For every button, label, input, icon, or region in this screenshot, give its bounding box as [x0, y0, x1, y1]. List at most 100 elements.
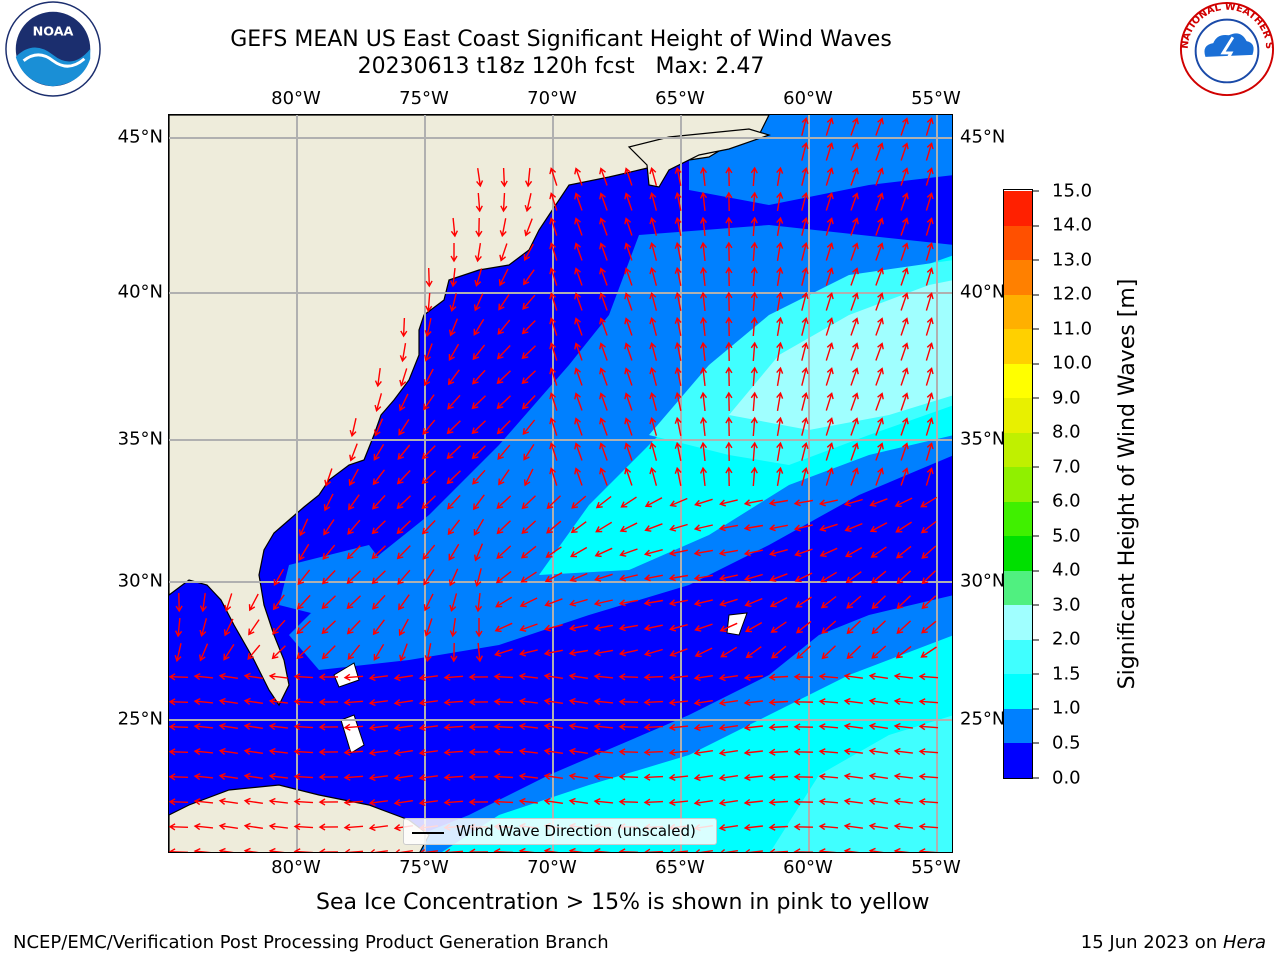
wave-arrow [718, 524, 739, 532]
colorbar-segment [1004, 259, 1032, 295]
wave-arrow [649, 441, 658, 461]
wave-arrow [396, 495, 411, 510]
wave-arrow [199, 593, 207, 613]
wave-arrow [776, 241, 784, 262]
wave-arrow [918, 748, 939, 756]
wave-arrow [818, 698, 839, 706]
wave-arrow [348, 494, 360, 511]
wave-arrow [193, 722, 214, 731]
wave-arrow [668, 773, 689, 782]
wave-arrow [643, 549, 663, 557]
colorbar-segment [1004, 501, 1032, 537]
wave-arrow [372, 619, 385, 636]
wave-arrow [371, 494, 386, 510]
wave-arrow [693, 574, 714, 582]
wave-arrow [893, 847, 910, 852]
wave-arrow [368, 823, 388, 832]
wave-arrow [568, 722, 589, 730]
wave-arrow [918, 673, 939, 681]
wave-arrow [493, 698, 514, 706]
wave-arrow [793, 698, 814, 706]
wave-arrow [720, 849, 739, 852]
lon-label-top: 65°W [655, 88, 705, 109]
wave-arrow [793, 524, 813, 532]
wave-arrow [599, 467, 608, 486]
wave-arrow [618, 599, 639, 607]
wave-arrow [699, 341, 708, 361]
wave-arrow [619, 522, 638, 533]
wave-arrow [518, 672, 538, 681]
wave-arrow [549, 267, 558, 286]
lat-label-right: 40°N [960, 281, 1006, 303]
wave-arrow [875, 292, 884, 311]
wave-arrow [743, 698, 763, 707]
wave-arrow [549, 317, 558, 336]
wave-arrow [695, 849, 714, 852]
colorbar-tick-label: 10.0 [1033, 353, 1092, 374]
wave-arrow [843, 847, 860, 852]
wave-arrow [273, 568, 285, 586]
wave-arrow [574, 267, 583, 286]
wave-arrow [296, 620, 311, 635]
wave-band-20 [729, 280, 952, 430]
wave-arrow [193, 747, 214, 756]
wave-arrow [393, 774, 414, 782]
wave-arrow [193, 697, 214, 706]
wave-arrow [693, 724, 714, 732]
wave-arrow [593, 624, 614, 632]
wave-arrow [719, 598, 738, 607]
colorbar-segment [1004, 673, 1032, 709]
wave-arrow [699, 291, 708, 311]
wave-arrow [471, 420, 486, 435]
lon-label-bottom: 65°W [655, 857, 705, 878]
wave-arrow [718, 799, 739, 807]
wave-arrow [496, 495, 512, 510]
wave-arrow [518, 649, 538, 657]
wave-arrow [546, 495, 561, 510]
wave-arrow [643, 648, 663, 657]
wave-arrow [599, 367, 608, 386]
wave-arrow [298, 518, 309, 537]
colorbar-tick-label: 9.0 [1033, 387, 1081, 408]
wave-arrow [618, 748, 639, 756]
lat-label-right: 35°N [960, 428, 1006, 450]
wave-arrow [776, 441, 784, 462]
wave-arrow [649, 291, 658, 311]
wave-arrow [825, 292, 834, 311]
wave-arrow [374, 393, 383, 413]
wave-arrow [649, 416, 658, 436]
colorbar-tick-label: 8.0 [1033, 422, 1081, 443]
lon-label-bottom: 70°W [527, 857, 577, 878]
wave-arrow [674, 191, 682, 211]
wave-arrow [574, 467, 583, 486]
wave-arrow [599, 292, 608, 311]
wave-arrow [421, 495, 436, 510]
wave-arrow [925, 167, 934, 186]
wave-arrow [769, 848, 789, 852]
wave-arrow [801, 316, 809, 336]
wave-arrow [871, 620, 886, 635]
wave-arrow [471, 395, 486, 410]
wave-arrow [925, 242, 934, 261]
wave-arrow [618, 649, 638, 657]
wave-arrow [318, 723, 339, 731]
wave-arrow [825, 192, 834, 211]
wave-arrow [169, 698, 189, 706]
wave-arrow [243, 672, 264, 680]
wave-arrow [599, 192, 608, 211]
wave-arrow [599, 267, 608, 286]
wave-arrow [343, 748, 364, 756]
wave-arrow [895, 645, 912, 659]
wave-arrow [720, 646, 738, 658]
wave-arrow [825, 267, 834, 286]
wave-arrow [893, 772, 913, 781]
wave-arrow [399, 342, 407, 363]
wave-arrow [595, 521, 613, 533]
wave-arrow [669, 648, 688, 657]
wave-arrow [925, 217, 934, 236]
wave-arrow [921, 620, 937, 634]
wave-arrow [523, 243, 534, 262]
wave-arrow [850, 217, 859, 236]
wave-arrow [549, 467, 558, 486]
wave-arrow [243, 847, 259, 852]
